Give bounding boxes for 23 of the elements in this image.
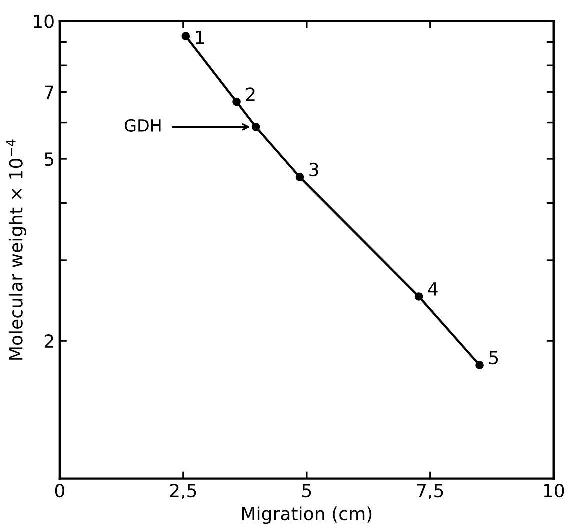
annotation: 3	[310, 162, 318, 177]
x-tick-label: 7,5	[418, 484, 444, 500]
annotation: 4	[428, 282, 438, 296]
y-tick-label: 10	[34, 14, 54, 28]
annotation: GDH	[125, 119, 161, 132]
x-tick-label: 5	[302, 484, 312, 498]
annotation: 2	[246, 88, 255, 102]
x-tick-label: 2,5	[170, 484, 196, 500]
y-axis-title: Molecular weight × 10$^{−4}$	[6, 140, 26, 360]
x-tick-label: 10	[544, 484, 564, 498]
annotation: 1	[196, 30, 204, 44]
point	[252, 122, 260, 132]
point	[182, 32, 190, 41]
x-tick-label: 0	[55, 484, 64, 498]
point	[296, 173, 304, 182]
annotation: 5	[490, 351, 498, 365]
point	[232, 98, 241, 106]
y-tick-label: 7	[45, 86, 54, 100]
y-tick-label: 5	[45, 152, 54, 166]
point	[414, 292, 424, 301]
y-tick-label: 2	[44, 334, 54, 348]
x-axis-title: Migration (cm)	[242, 506, 372, 524]
point	[476, 361, 484, 370]
